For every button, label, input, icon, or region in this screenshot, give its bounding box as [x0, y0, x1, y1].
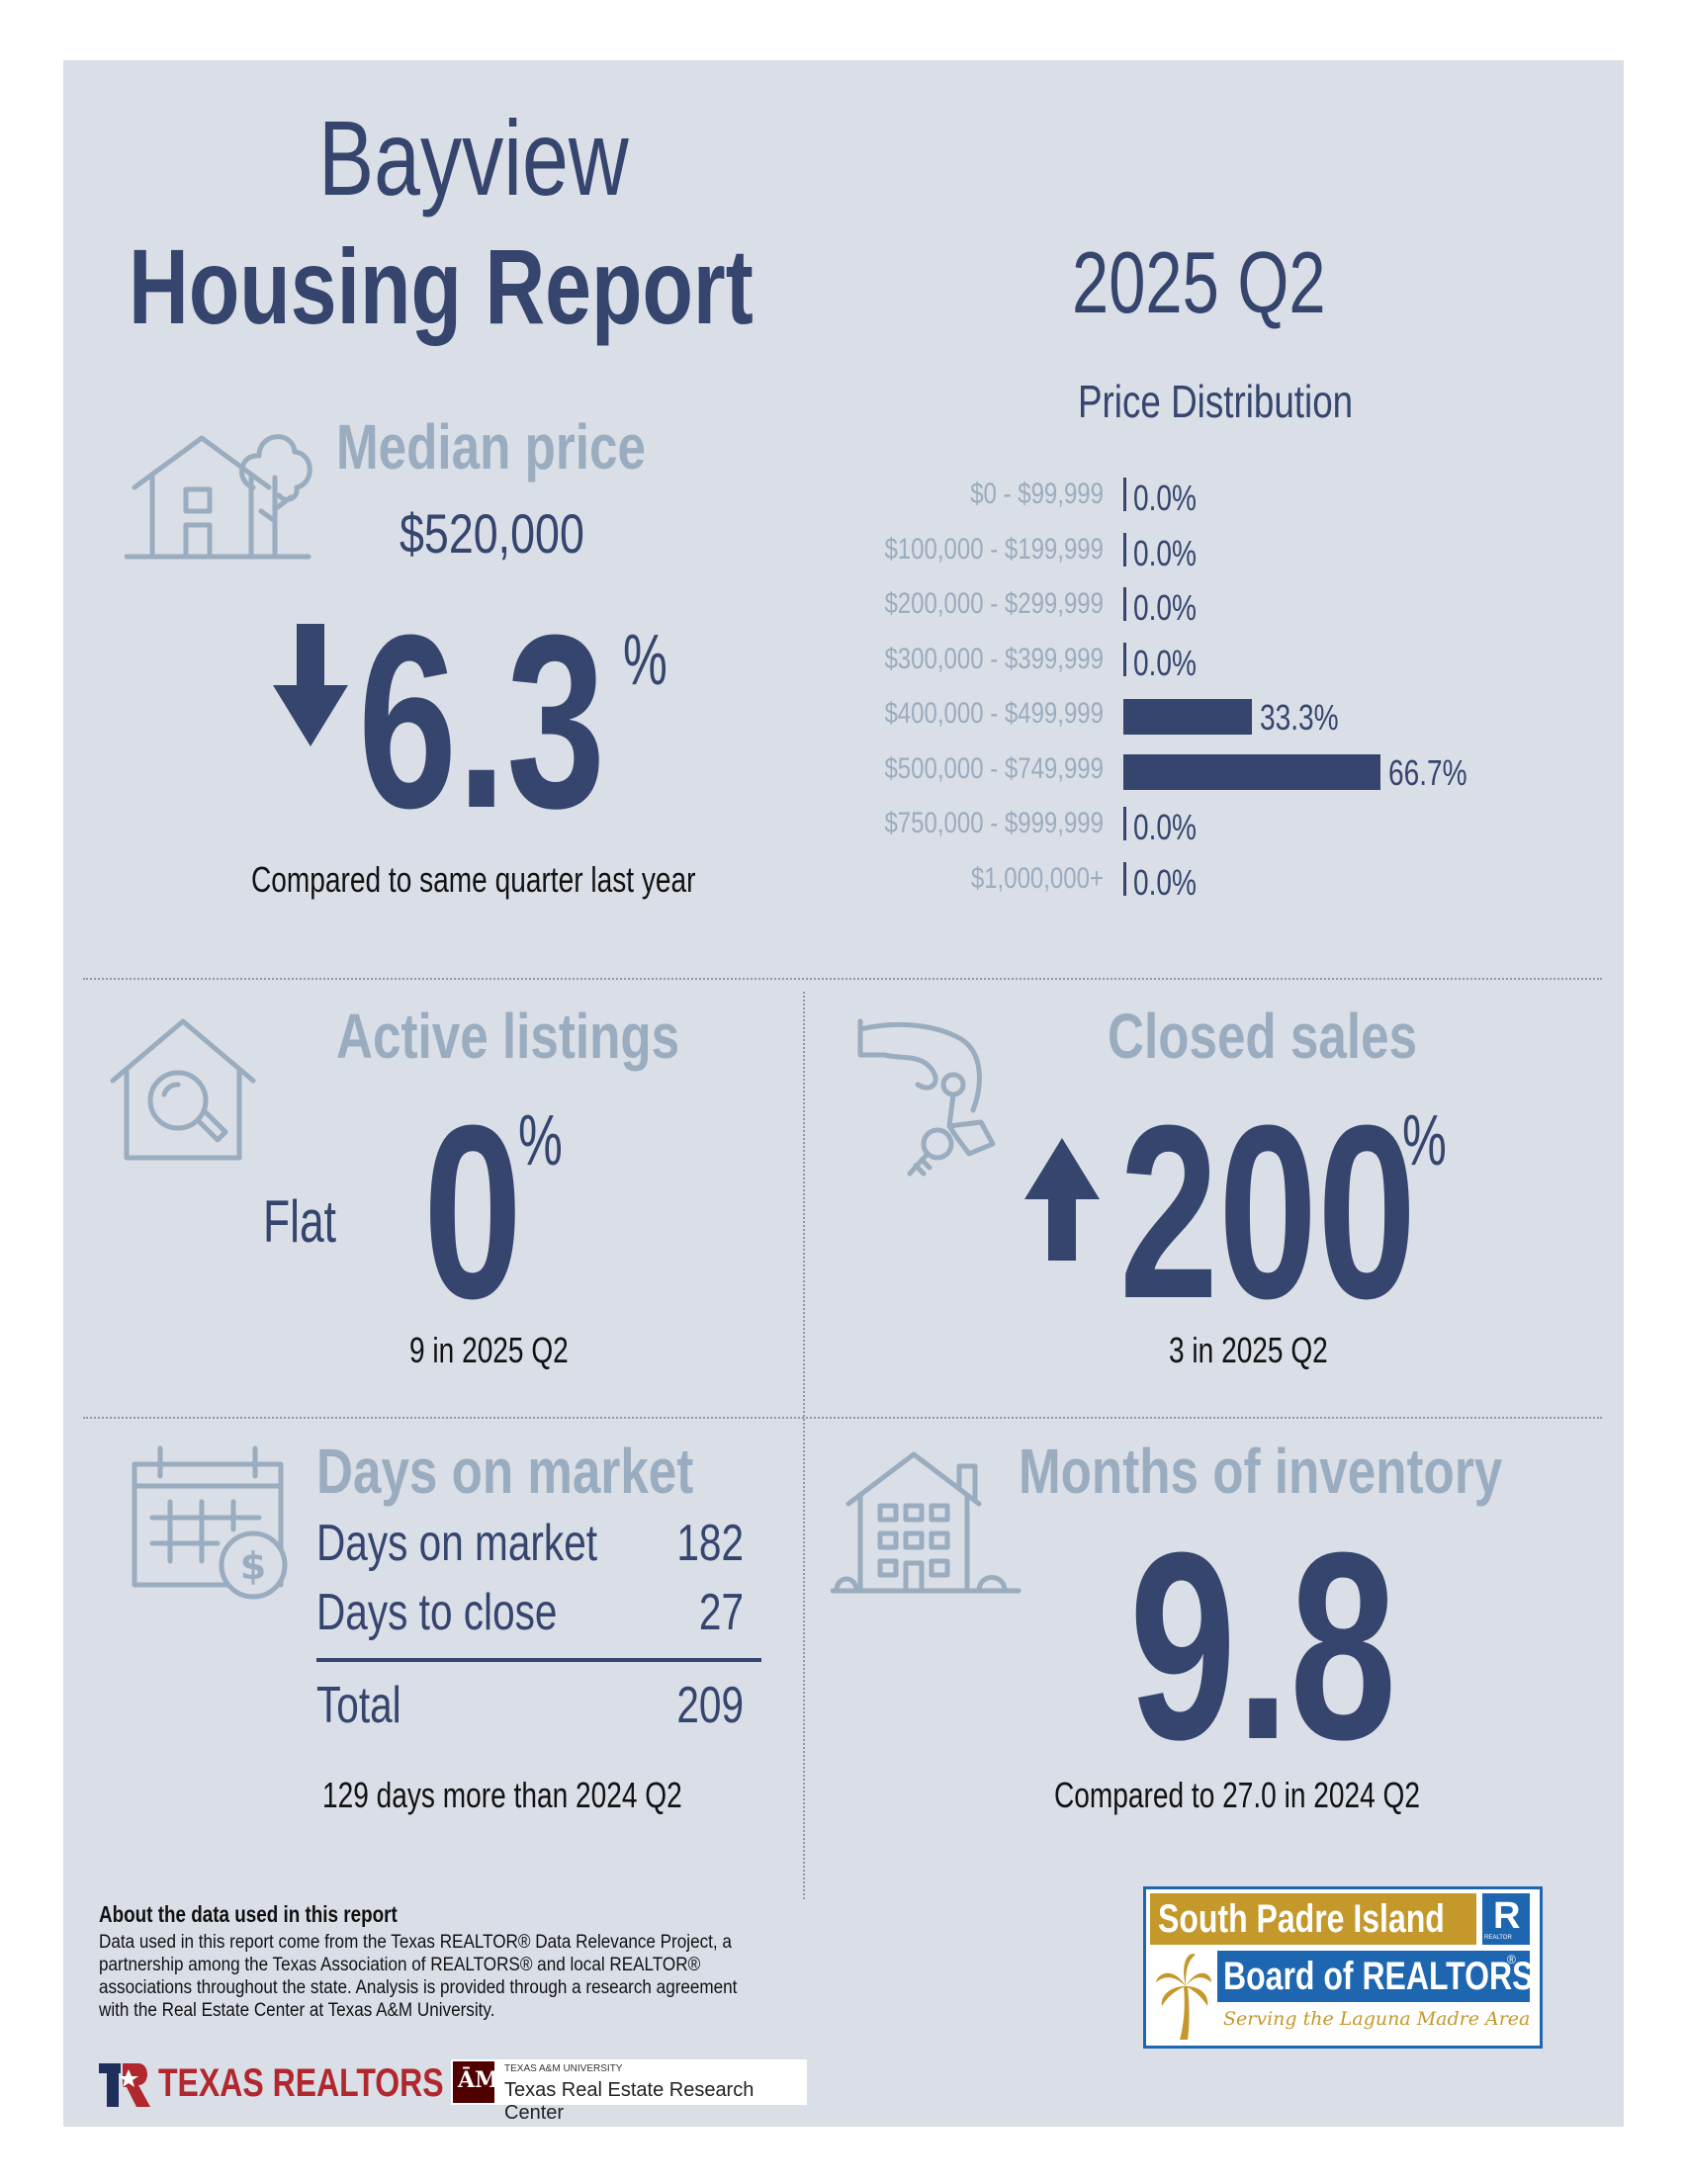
price-distribution-title: Price Distribution: [1078, 376, 1354, 427]
price-bar-zero: [1123, 642, 1126, 676]
price-bar-value: 0.0%: [1133, 587, 1198, 628]
price-bar-value: 0.0%: [1133, 861, 1198, 903]
hand-keys-icon: [854, 1015, 1003, 1183]
price-range-label: $500,000 - $749,999: [884, 751, 1104, 785]
spi-blue-band: Board of REALTORS ®: [1217, 1951, 1534, 2002]
texas-realtors-logo: TEXAS REALTORS: [99, 2061, 444, 2111]
spi-board-logo: South Padre Island R REALTOR Board of RE…: [1143, 1886, 1543, 2049]
divider-vertical: [803, 992, 805, 1899]
svg-text:$: $: [240, 1544, 266, 1588]
price-bar-zero: [1123, 587, 1126, 621]
active-listings-direction: Flat: [263, 1188, 337, 1255]
building-icon: [830, 1444, 1028, 1603]
percent-sign: %: [518, 1101, 563, 1180]
price-range-label: $0 - $99,999: [970, 478, 1104, 510]
months-inventory-caption: Compared to 27.0 in 2024 Q2: [1054, 1775, 1420, 1815]
spi-line2: Board of REALTORS: [1223, 1955, 1534, 1998]
arrow-up-icon: [1024, 1138, 1100, 1261]
price-distribution-chart: [63, 60, 1624, 950]
dom-value: 182: [676, 1515, 744, 1572]
total-rule: [316, 1658, 761, 1662]
tamu-logo: ĀM TEXAS A&M UNIVERSITY Texas Real Estat…: [451, 2059, 807, 2124]
report-page: Bayview Housing Report 2025 Q2 Median pr…: [63, 60, 1624, 2127]
price-bar-zero: [1123, 478, 1126, 511]
price-range-label: $300,000 - $399,999: [884, 642, 1104, 675]
total-value: 209: [676, 1677, 744, 1734]
price-bar: [1123, 753, 1380, 790]
title-city: Bayview: [318, 98, 629, 218]
percent-sign: %: [1402, 1101, 1447, 1180]
price-bar-value: 0.0%: [1133, 807, 1198, 847]
price-bar-zero: [1123, 532, 1126, 567]
about-text: Data used in this report come from the T…: [99, 1932, 738, 2021]
active-listings-caption: 9 in 2025 Q2: [409, 1330, 569, 1370]
divider: [83, 978, 1602, 980]
house-tree-icon: [124, 418, 312, 567]
spi-gold-band: South Padre Island: [1150, 1893, 1476, 1945]
price-bar-zero: [1123, 861, 1126, 896]
days-to-close-label: Days to close: [316, 1584, 558, 1641]
months-inventory-value: 9.8: [1129, 1498, 1397, 1795]
active-listings-change: 0: [423, 1074, 523, 1350]
spi-line1: South Padre Island: [1158, 1897, 1445, 1941]
days-on-market-caption: 129 days more than 2024 Q2: [322, 1775, 682, 1815]
tamu-university: TEXAS A&M UNIVERSITY: [504, 2063, 623, 2074]
palm-tree-icon: [1156, 1954, 1211, 2040]
closed-sales-change: 200: [1119, 1074, 1417, 1350]
price-bar-value: 0.0%: [1133, 478, 1198, 518]
house-search-icon: [109, 1015, 257, 1164]
days-to-close-value: 27: [698, 1584, 744, 1641]
median-price-change: 6.3: [358, 583, 606, 859]
price-range-label: $200,000 - $299,999: [884, 587, 1104, 620]
realtor-mark: REALTOR: [1484, 1935, 1512, 1941]
closed-sales-heading: Closed sales: [1108, 1001, 1418, 1072]
median-price-heading: Median price: [336, 411, 646, 482]
tamu-center: Texas Real Estate Research Center: [504, 2079, 755, 2124]
price-bar-value: 33.3%: [1259, 697, 1339, 738]
price-bar-value: 66.7%: [1388, 751, 1467, 793]
active-listings-heading: Active listings: [336, 1001, 680, 1072]
texas-realtors-emblem: [99, 2063, 150, 2107]
page-title: Housing Report: [129, 226, 754, 346]
spi-tagline: Serving the Laguna Madre Area: [1223, 2008, 1531, 2030]
price-range-label: $400,000 - $499,999: [884, 697, 1104, 730]
report-quarter: 2025 Q2: [1072, 233, 1326, 331]
price-bar-zero: [1123, 807, 1126, 840]
divider: [83, 1417, 1602, 1419]
price-range-label: $100,000 - $199,999: [884, 532, 1104, 566]
arrow-down-icon: [273, 624, 348, 746]
closed-sales-caption: 3 in 2025 Q2: [1169, 1330, 1328, 1370]
calendar-dollar-icon: $: [131, 1444, 299, 1603]
price-range-label: $1,000,000+: [970, 861, 1104, 895]
texas-realtors-wordmark: TEXAS REALTORS: [158, 2061, 444, 2105]
about-heading: About the data used in this report: [99, 1901, 398, 1927]
months-inventory-heading: Months of inventory: [1019, 1436, 1503, 1507]
total-label: Total: [316, 1677, 401, 1734]
median-price-value: $520,000: [400, 502, 584, 565]
median-price-caption: Compared to same quarter last year: [251, 859, 696, 900]
registered-mark: ®: [1507, 1953, 1516, 1966]
price-bar-value: 0.0%: [1133, 532, 1198, 573]
price-range-label: $750,000 - $999,999: [884, 807, 1104, 839]
realtor-r-icon: R REALTOR: [1482, 1893, 1530, 1945]
price-bar: [1123, 699, 1252, 735]
price-bar-value: 0.0%: [1133, 642, 1198, 683]
percent-sign: %: [623, 621, 667, 700]
dom-label: Days on market: [316, 1515, 598, 1572]
days-on-market-heading: Days on market: [316, 1436, 694, 1507]
tamu-emblem: ĀM: [453, 2061, 498, 2103]
